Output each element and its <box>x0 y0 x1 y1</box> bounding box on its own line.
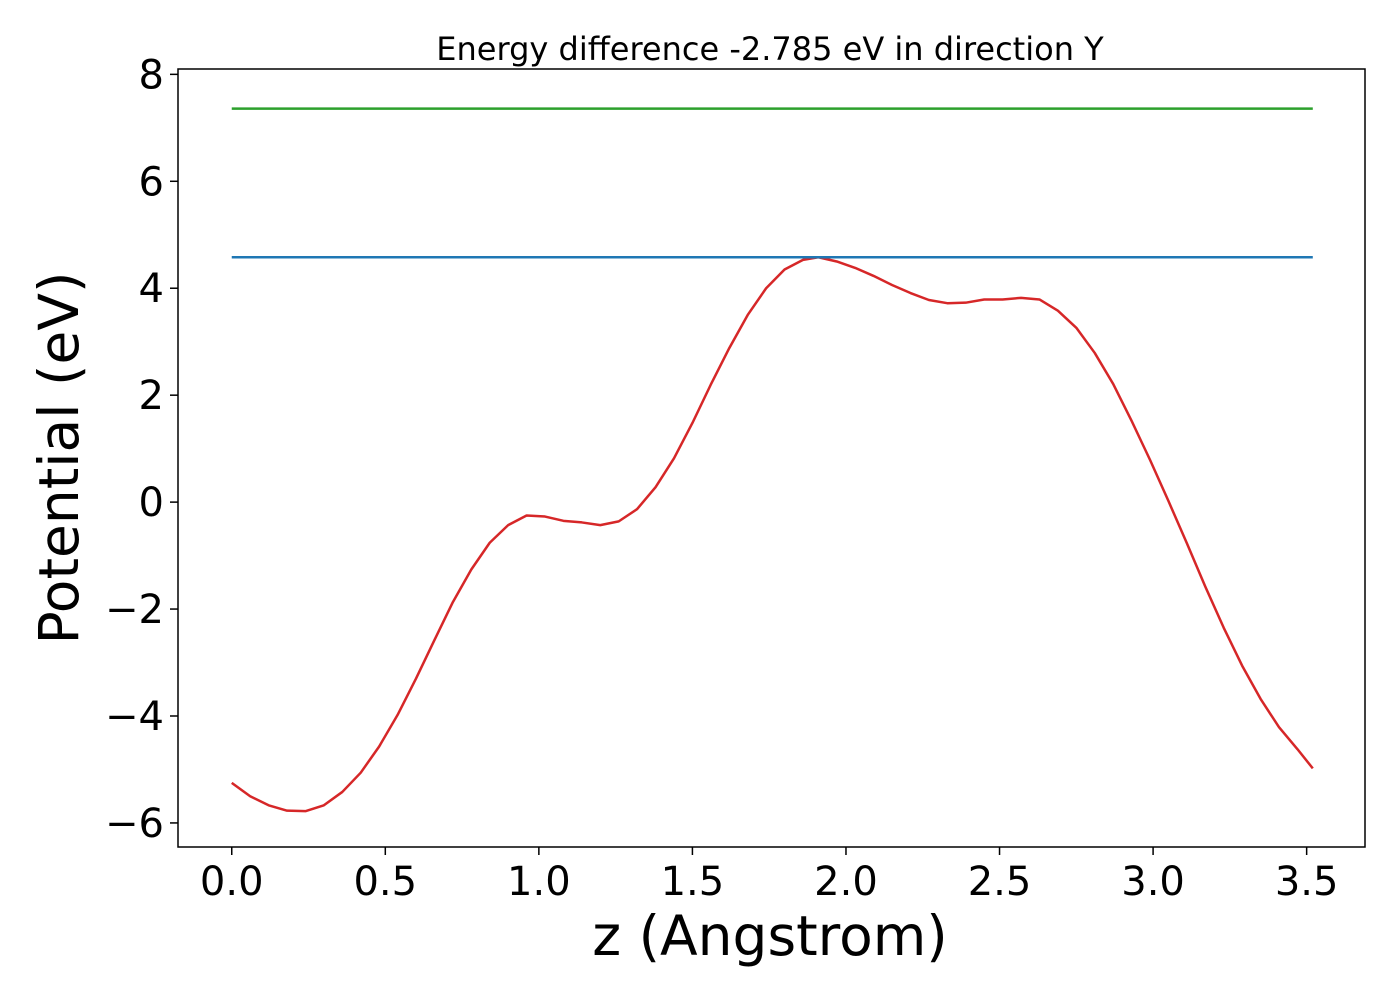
y-tick-label: 0 <box>139 480 164 526</box>
y-tick-label: 4 <box>139 266 164 312</box>
y-tick-label: −6 <box>105 801 164 847</box>
plot-frame <box>177 68 1366 848</box>
x-tick-label: 1.5 <box>661 859 725 905</box>
x-tick-label: 2.0 <box>814 859 878 905</box>
x-tick-label: 0.5 <box>353 859 417 905</box>
x-tick-label: 2.5 <box>968 859 1032 905</box>
series-line-0 <box>231 255 1314 813</box>
x-tick-label: 3.5 <box>1275 859 1339 905</box>
y-tick-label: −2 <box>105 587 164 633</box>
series-layer <box>231 107 1314 813</box>
x-axis-label: z (Angstrom) <box>592 904 948 968</box>
y-axis: −6 −4 −2 0 2 4 6 8 <box>105 52 178 847</box>
y-tick-label: −4 <box>105 694 164 740</box>
x-tick-label: 1.0 <box>507 859 571 905</box>
y-tick-label: 6 <box>139 159 164 205</box>
x-axis: 0.0 0.5 1.0 1.5 2.0 2.5 3.0 3.5 <box>200 847 1339 905</box>
x-tick-label: 0.0 <box>200 859 264 905</box>
y-tick-label: 2 <box>139 373 164 419</box>
x-tick-label: 3.0 <box>1121 859 1185 905</box>
y-axis-label: Potential (eV) <box>27 272 91 645</box>
y-tick-label: 8 <box>139 52 164 98</box>
chart-title: Energy difference -2.785 eV in direction… <box>436 30 1104 68</box>
